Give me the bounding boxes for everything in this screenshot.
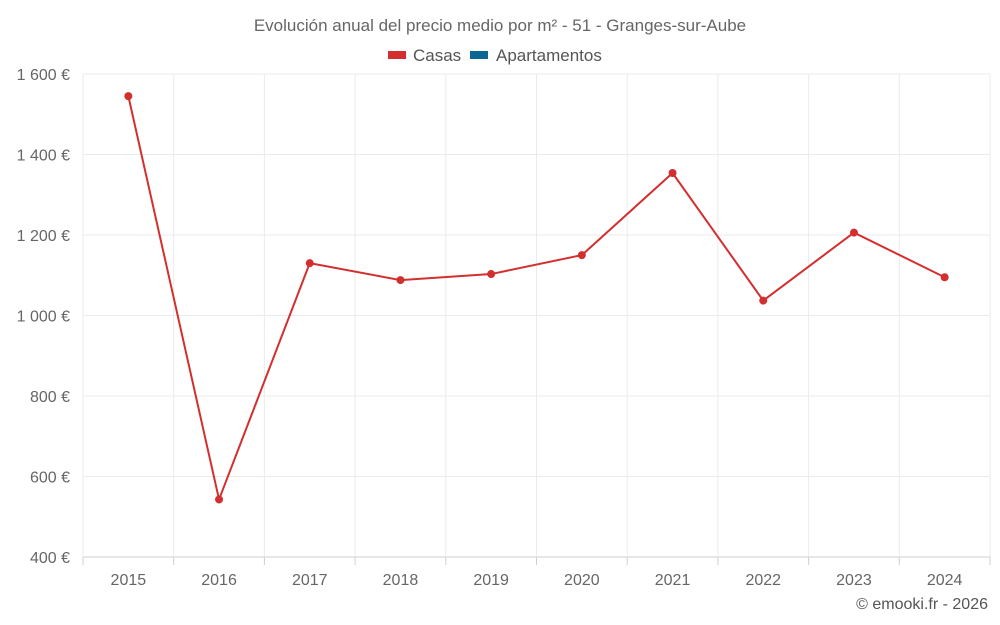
chart-title: Evolución anual del precio medio por m² …	[254, 16, 746, 35]
data-point[interactable]	[759, 296, 768, 305]
grid	[82, 73, 991, 558]
data-point[interactable]	[396, 276, 405, 285]
legend-label[interactable]: Apartamentos	[496, 46, 602, 65]
legend-swatch[interactable]	[470, 51, 488, 59]
data-point[interactable]	[940, 273, 949, 282]
data-point[interactable]	[124, 92, 133, 101]
series	[124, 92, 949, 504]
data-point[interactable]	[577, 251, 586, 260]
series-line	[127, 95, 946, 503]
data-point[interactable]	[668, 169, 677, 178]
y-tick-label: 1 400 €	[17, 148, 70, 165]
legend-label[interactable]: Casas	[413, 46, 461, 65]
x-tick-label: 2024	[927, 572, 963, 589]
y-tick-label: 1 200 €	[17, 228, 70, 245]
x-tick-label: 2016	[201, 572, 237, 589]
data-point[interactable]	[215, 495, 224, 504]
x-tick-label: 2019	[473, 572, 509, 589]
y-tick-label: 600 €	[30, 470, 70, 487]
y-tick-label: 800 €	[30, 389, 70, 406]
x-tick-label: 2017	[292, 572, 328, 589]
x-tick-label: 2015	[111, 572, 147, 589]
x-tick-label: 2020	[564, 572, 600, 589]
legend: Casas Apartamentos	[388, 46, 602, 65]
x-tick-label: 2023	[836, 572, 872, 589]
x-tick-label: 2018	[383, 572, 419, 589]
data-point[interactable]	[849, 228, 858, 237]
y-tick-label: 1 600 €	[17, 67, 70, 84]
legend-swatch[interactable]	[388, 51, 406, 59]
y-tick-label: 1 000 €	[17, 309, 70, 326]
data-point[interactable]	[487, 270, 496, 279]
data-point[interactable]	[305, 259, 314, 268]
y-tick-label: 400 €	[30, 550, 70, 567]
axes: 400 € 600 € 800 € 1 000 € 1 200 € 1 400 € 1 60…	[17, 67, 991, 589]
credit-text: © emooki.fr - 2026	[856, 596, 988, 613]
x-tick-label: 2022	[745, 572, 781, 589]
x-tick-label: 2021	[655, 572, 691, 589]
